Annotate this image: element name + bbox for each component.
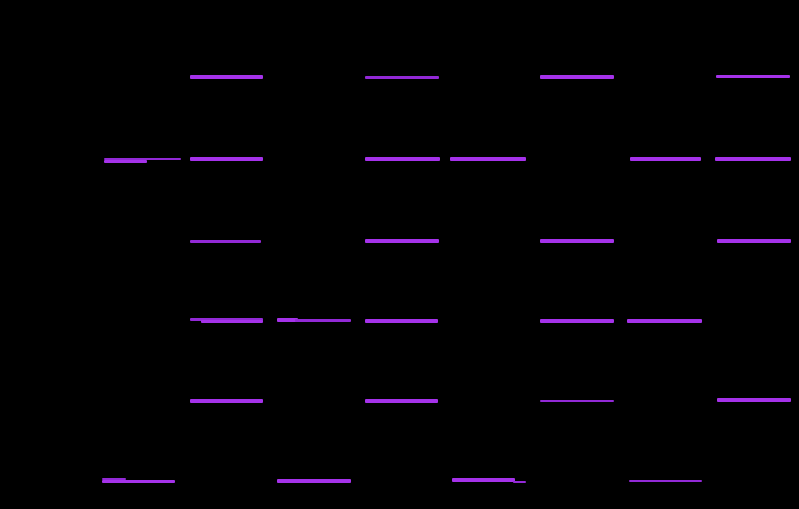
level-segment [104, 157, 181, 161]
level-segment [629, 479, 702, 483]
level-segment [540, 399, 614, 403]
level-segment [716, 74, 790, 79]
level-segment [365, 318, 438, 323]
level-segment [102, 478, 126, 481]
level-segment [627, 318, 702, 323]
level-segment [365, 398, 438, 403]
level-segment [277, 317, 298, 322]
level-segment [513, 480, 526, 483]
level-segment [452, 478, 515, 483]
level-segment [190, 318, 263, 321]
level-segment [630, 157, 701, 161]
level-segment [295, 319, 351, 322]
level-segment [277, 479, 351, 484]
level-segment [190, 75, 263, 79]
level-segment [104, 159, 147, 164]
level-segment [102, 479, 175, 484]
level-segment [540, 238, 614, 243]
level-segment [540, 318, 614, 323]
level-segment [365, 76, 439, 79]
level-segment [717, 398, 791, 403]
level-segment [365, 157, 440, 161]
level-segment [717, 238, 791, 243]
level-segment [190, 157, 263, 161]
level-segment [190, 398, 263, 403]
level-segment [201, 319, 263, 324]
level-segment [190, 240, 261, 243]
level-segment [715, 157, 791, 162]
level-segment [450, 157, 526, 161]
level-segment [540, 74, 614, 79]
level-segment [365, 239, 439, 243]
